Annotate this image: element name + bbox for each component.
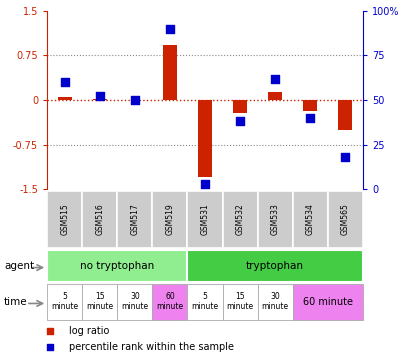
Text: 60
minute: 60 minute [156,292,183,311]
Text: no tryptophan: no tryptophan [80,261,154,271]
Text: percentile rank within the sample: percentile rank within the sample [69,342,234,352]
Bar [303,100,317,111]
Text: GSM532: GSM532 [235,204,244,235]
Bar [187,284,222,320]
Text: 5
minute: 5 minute [51,292,78,311]
Point [236,119,243,124]
Text: GSM534: GSM534 [305,203,314,236]
Point [341,154,348,160]
Text: agent: agent [4,261,34,271]
Text: GSM515: GSM515 [60,204,69,235]
Bar [58,97,72,100]
Text: GSM517: GSM517 [130,204,139,235]
Bar [47,191,82,248]
Point [271,76,278,81]
Text: GSM533: GSM533 [270,203,279,236]
Text: GSM531: GSM531 [200,204,209,235]
Bar [327,191,362,248]
Text: time: time [4,297,28,307]
Text: GSM565: GSM565 [340,203,349,236]
Bar [92,99,106,100]
Text: 5
minute: 5 minute [191,292,218,311]
Text: 30
minute: 30 minute [261,292,288,311]
Bar [117,191,152,248]
Bar [117,284,152,320]
Text: tryptophan: tryptophan [245,261,303,271]
Bar [232,100,247,113]
Bar [222,191,257,248]
Text: 30
minute: 30 minute [121,292,148,311]
Point [131,97,138,103]
Bar [152,191,187,248]
Bar [47,250,187,282]
Text: 15
minute: 15 minute [226,292,253,311]
Bar [292,284,362,320]
Point [47,344,54,350]
Text: GSM516: GSM516 [95,204,104,235]
Text: log ratio: log ratio [69,326,109,336]
Text: GSM519: GSM519 [165,204,174,235]
Point [61,79,68,85]
Bar [187,250,362,282]
Bar [267,92,281,100]
Bar [257,284,292,320]
Bar [82,284,117,320]
Point [96,94,103,99]
Point [166,26,173,31]
Bar [337,100,351,130]
Bar [82,191,117,248]
Bar [198,100,211,177]
Bar [47,284,82,320]
Bar [152,284,187,320]
Bar [162,45,177,100]
Bar [222,284,257,320]
Bar [292,191,327,248]
Text: 60 minute: 60 minute [302,297,352,307]
Point [201,181,208,187]
Point [306,115,313,121]
Bar [257,191,292,248]
Text: 15
minute: 15 minute [86,292,113,311]
Point [47,328,54,334]
Bar [187,191,222,248]
